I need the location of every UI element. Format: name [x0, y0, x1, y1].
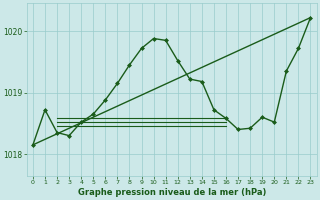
- X-axis label: Graphe pression niveau de la mer (hPa): Graphe pression niveau de la mer (hPa): [77, 188, 266, 197]
